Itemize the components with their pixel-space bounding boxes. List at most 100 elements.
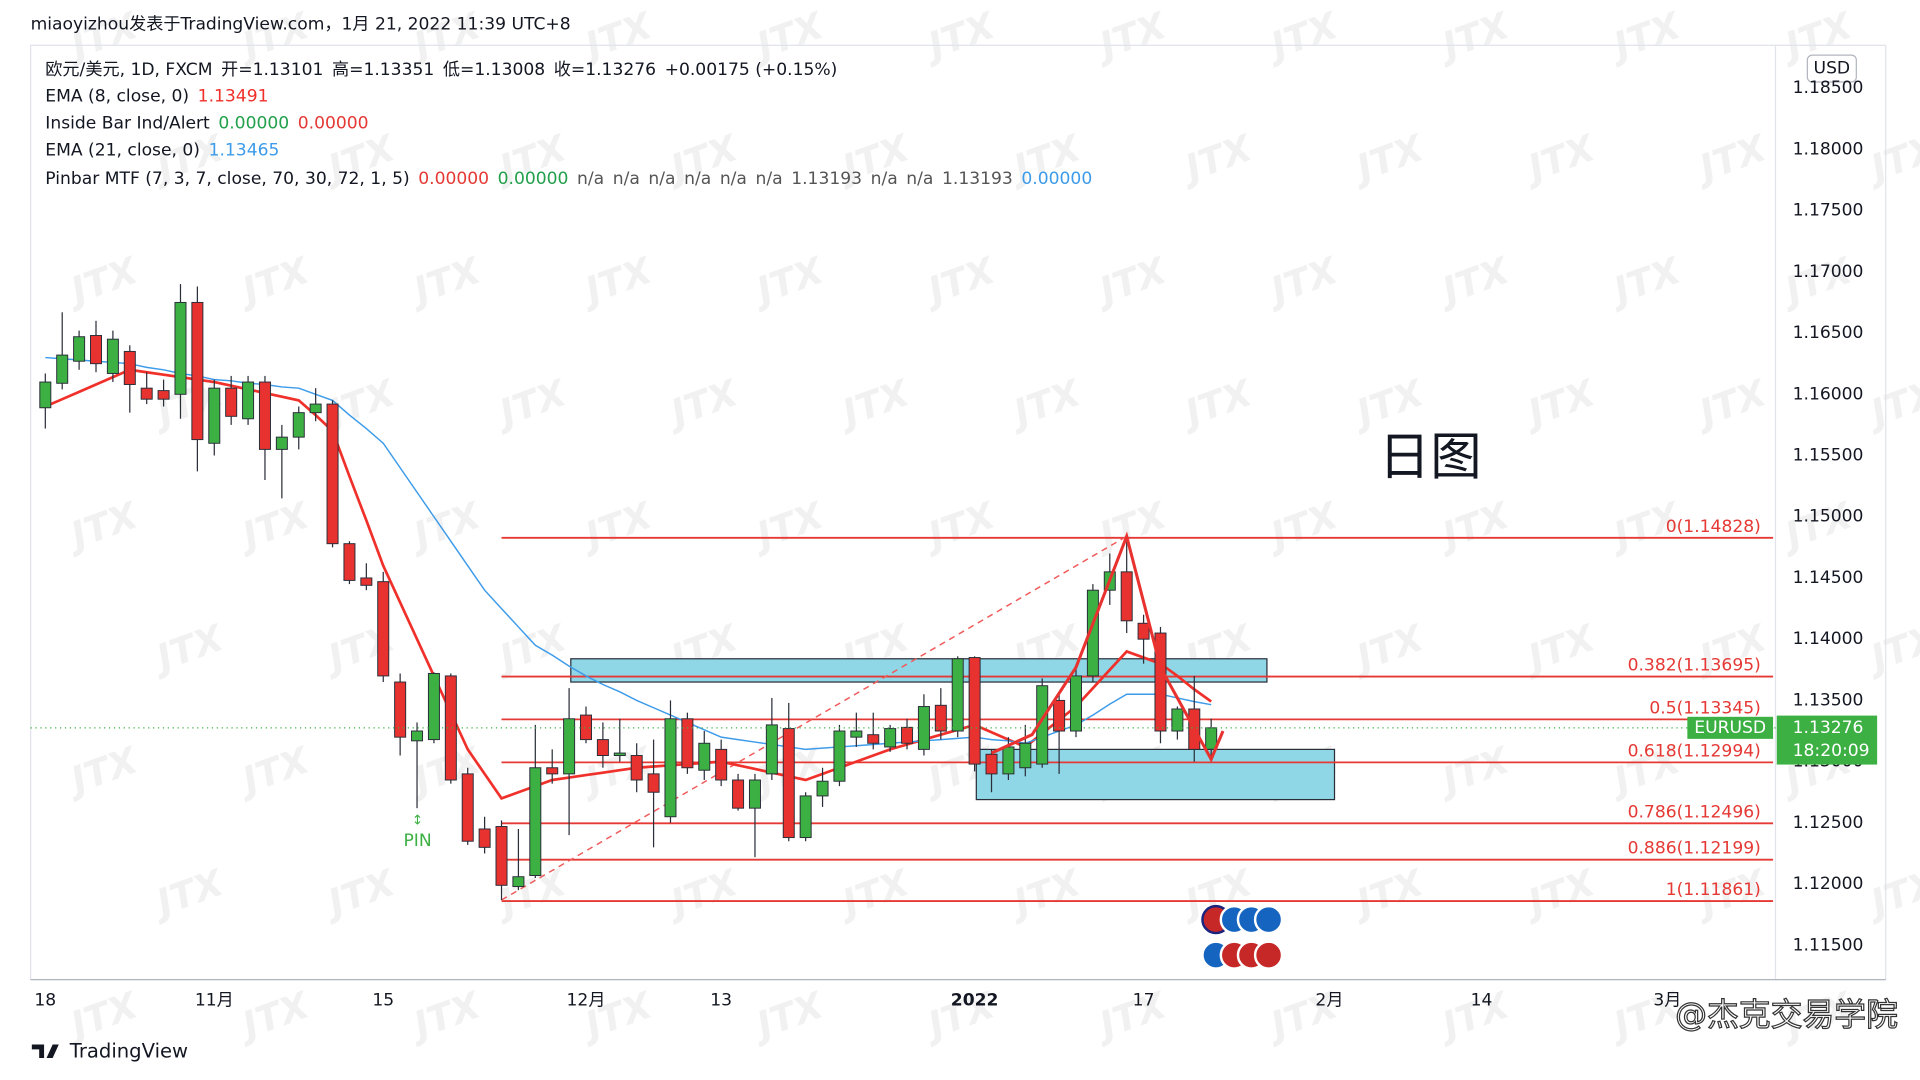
candle-body [799,795,812,839]
legend-item: n/a [577,169,604,189]
candle-body [1171,708,1184,732]
legend-row: 欧元/美元, 1D, FXCM 开=1.13101 高=1.13351 低=1.130… [45,60,837,80]
legend-item: n/a [756,169,783,189]
watermark: JTX [1345,861,1431,927]
candle-body [106,338,119,374]
candle-body [748,779,761,809]
legend-item: 1.13465 [209,141,280,161]
watermark: JTX [402,738,488,804]
legend-item: 1.13193 [942,169,1013,189]
watermark: JTX [230,493,316,559]
candle-body [512,876,525,888]
watermark: JTX [573,493,659,559]
legend-item: 0.00000 [298,114,369,134]
watermark: JTX [659,371,745,437]
candle-body [647,773,660,793]
watermark: JTX [230,738,316,804]
candle-body [123,350,136,385]
y-tick-label: 1.13500 [1793,690,1864,710]
publish-info: miaoyizhou发表于TradingView.com，1月 21, 2022… [31,14,571,34]
candle-body [715,748,728,781]
candle-body [529,767,542,876]
legend-item: EMA (21, close, 0) [45,141,200,161]
watermark: JTX [1859,371,1920,437]
candle-body [630,755,643,781]
watermark: JTX [1430,738,1516,804]
candle-body [495,826,508,886]
watermark: JTX [916,248,1002,314]
y-tick-label: 1.11500 [1793,935,1864,955]
legend-row: Pinbar MTF (7, 3, 7, close, 70, 30, 72, … [45,169,1092,189]
watermark: JTX [1430,248,1516,314]
currency: USD [1814,59,1851,79]
legend-item: EMA (8, close, 0) [45,87,189,107]
x-tick-label: 14 [1471,990,1493,1010]
candle-body [867,734,880,744]
candle-body [208,387,221,444]
brand: TradingView [69,1039,188,1062]
y-tick-label: 1.17000 [1793,262,1864,282]
candle-body [292,412,305,438]
credit: @杰克交易学院 [1675,995,1898,1033]
watermark: JTX [745,493,831,559]
candle-body [394,681,407,738]
candle-body [478,828,491,848]
watermark: JTX [1516,126,1602,192]
candle-body [1002,746,1015,775]
candle-body [833,730,846,782]
candle-body [765,724,778,775]
fib-label: 0.886(1.12199) [1628,839,1761,859]
legend-item: 收= [554,60,585,80]
watermark: JTX [487,616,573,682]
watermark: JTX [402,248,488,314]
watermark: JTX [1516,616,1602,682]
legend-item: n/a [720,169,747,189]
x-tick-label: 15 [372,990,394,1010]
legend-item: 0.00000 [218,114,289,134]
x-tick-label: 13 [710,990,732,1010]
watermark: JTX [1687,371,1773,437]
candle-body [174,301,187,395]
candle-body [73,336,86,362]
candle-body [579,714,592,741]
legend-item: n/a [648,169,675,189]
candle-body [1120,571,1133,622]
y-tick-label: 1.15000 [1793,507,1864,527]
legend-item: n/a [613,169,640,189]
ema-line [44,368,1212,800]
plot-layer: 0(1.14828) 0.382(1.13695) 0.5(1.13345) 0.61… [30,284,1776,903]
y-tick-label: 1.14000 [1793,629,1864,649]
candle-body [444,675,457,781]
candle-body [934,704,947,732]
x-tick-label: 18 [34,990,56,1010]
legend-item: 低= [443,60,474,80]
watermark: JTX [1430,493,1516,559]
candle-body [681,718,694,769]
legend-item: 1.13276 [585,60,656,80]
y-tick-label: 1.15500 [1793,446,1864,466]
legend-item: 欧元/美元, 1D, FXCM [45,60,212,80]
candle-body [1086,589,1099,677]
watermark: JTX [1516,371,1602,437]
watermark: JTX [1259,248,1345,314]
pattern-line [990,531,1225,763]
x-tick-label: 12月 [567,990,606,1010]
candle-body [985,753,998,775]
legend-row: EMA (8, close, 0) 1.13491 [45,87,268,107]
candle-body [546,767,559,775]
legend-item: n/a [684,169,711,189]
watermark: JTX [59,738,145,804]
fib-label: 0.786(1.12496) [1628,802,1761,822]
legend-item: n/a [906,169,933,189]
watermark: JTX [1002,371,1088,437]
watermark: JTX [59,248,145,314]
candle-body [140,387,153,400]
candle-body [1019,742,1032,769]
y-tick-label: 1.12000 [1793,874,1864,894]
watermark: JTX [1516,861,1602,927]
symbol-label: EURUSD [1694,718,1766,738]
trend-line [501,535,1128,901]
watermark: JTX [1687,126,1773,192]
watermark: JTX [1173,371,1259,437]
candle-body [377,581,390,677]
